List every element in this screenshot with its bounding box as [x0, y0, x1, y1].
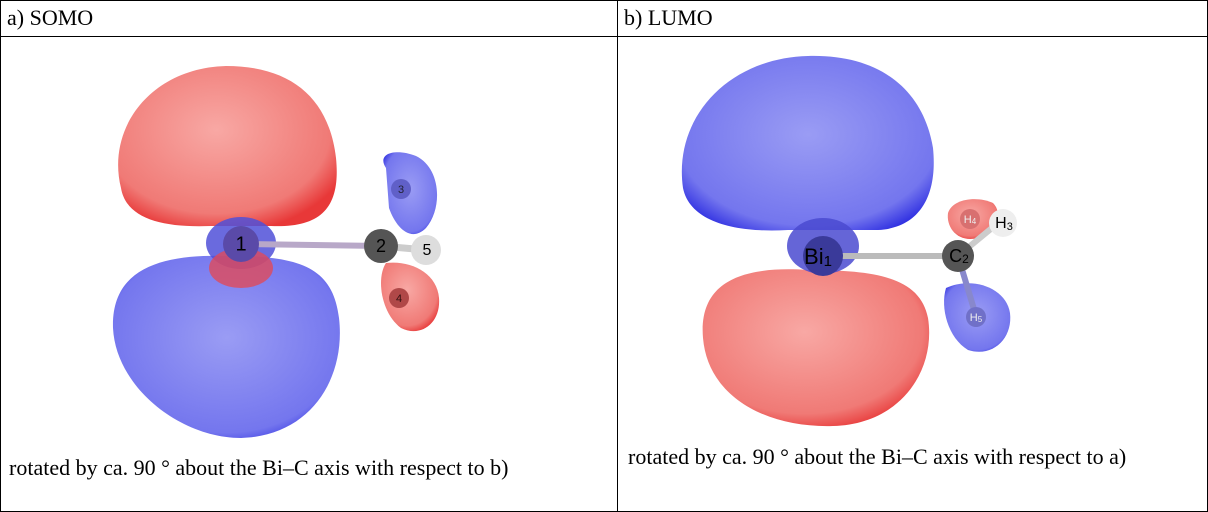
orbital-lobe: [118, 66, 337, 226]
atom-symbol: C: [949, 246, 962, 266]
atom-label: 3: [398, 184, 404, 196]
table-cell: 1 2 3 4 5 rotated by ca. 90 ° about the …: [1, 38, 617, 511]
orbital-lobe: [383, 152, 437, 234]
caption: rotated by ca. 90 ° about the Bi–C axis …: [628, 444, 1168, 470]
atom-index: 2: [962, 252, 969, 266]
atom-index: 4: [972, 217, 977, 226]
orbital-lobe: [682, 56, 934, 231]
table-cell: Bi1 C2 H3 H4 H5 rotated by ca. 90 ° abou…: [618, 38, 1207, 511]
atom-index: 3: [1007, 221, 1013, 233]
atom-label: 5: [423, 242, 432, 259]
atom-label: 2: [376, 236, 386, 256]
atom-symbol: H: [995, 215, 1007, 232]
orbital-image: 1 2 3 4 5: [1, 38, 617, 438]
atom-index: 1: [824, 253, 832, 270]
atom-label: 4: [396, 293, 402, 305]
header-cell: a) SOMO: [1, 1, 617, 37]
atom-symbol: H: [970, 312, 978, 324]
atom-index: 5: [978, 315, 983, 324]
atom-label: 1: [235, 233, 246, 255]
bond: [241, 244, 381, 246]
header-cell: b) LUMO: [618, 1, 1207, 37]
orbital-lobe: [703, 269, 930, 426]
atom-symbol: Bi: [804, 244, 824, 269]
caption: rotated by ca. 90 ° about the Bi–C axis …: [9, 455, 569, 481]
atom-symbol: H: [964, 214, 972, 226]
figure-table: a) SOMO b) LUMO 1 2 3 4 5: [0, 0, 1208, 512]
orbital-image: Bi1 C2 H3 H4 H5: [618, 38, 1207, 438]
